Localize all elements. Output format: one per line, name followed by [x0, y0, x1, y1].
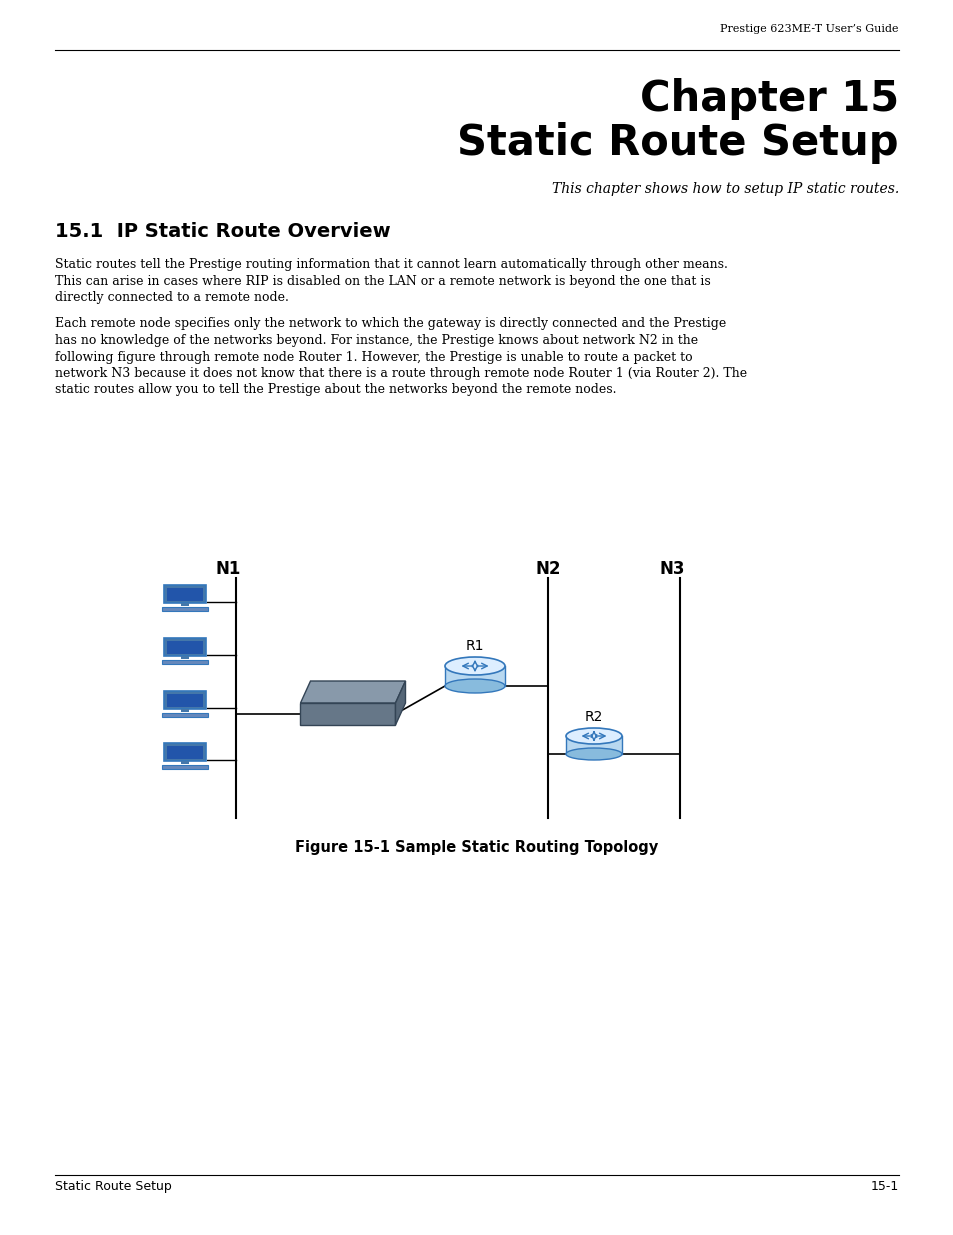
Text: directly connected to a remote node.: directly connected to a remote node.	[55, 291, 289, 304]
Text: 15.1  IP Static Route Overview: 15.1 IP Static Route Overview	[55, 222, 390, 241]
Text: R1: R1	[465, 638, 484, 653]
Bar	[444, 666, 504, 685]
Bar	[162, 713, 208, 716]
Bar	[164, 743, 206, 761]
Text: Figure 15-1 Sample Static Routing Topology: Figure 15-1 Sample Static Routing Topolo…	[295, 840, 658, 855]
Text: static routes allow you to tell the Prestige about the networks beyond the remot: static routes allow you to tell the Pres…	[55, 384, 616, 396]
Bar	[164, 585, 206, 604]
Bar	[162, 659, 208, 663]
Bar	[167, 694, 202, 708]
Bar	[164, 692, 206, 709]
Text: Chapter 15: Chapter 15	[639, 78, 898, 120]
Bar	[181, 761, 189, 764]
Text: R2: R2	[584, 710, 602, 724]
Polygon shape	[300, 703, 395, 725]
Bar	[181, 656, 189, 659]
Text: N2: N2	[535, 559, 560, 578]
Text: Static Route Setup: Static Route Setup	[55, 1179, 172, 1193]
Text: has no knowledge of the networks beyond. For instance, the Prestige knows about : has no knowledge of the networks beyond.…	[55, 333, 698, 347]
Ellipse shape	[444, 657, 504, 676]
Polygon shape	[395, 680, 405, 725]
Ellipse shape	[444, 679, 504, 693]
Ellipse shape	[565, 748, 621, 760]
Text: This chapter shows how to setup IP static routes.: This chapter shows how to setup IP stati…	[551, 182, 898, 196]
Bar	[164, 638, 206, 656]
Text: N1: N1	[215, 559, 240, 578]
Text: This can arise in cases where RIP is disabled on the LAN or a remote network is : This can arise in cases where RIP is dis…	[55, 274, 710, 288]
Text: Static Route Setup: Static Route Setup	[456, 122, 898, 164]
Bar	[162, 764, 208, 768]
Text: 15-1: 15-1	[870, 1179, 898, 1193]
Text: Each remote node specifies only the network to which the gateway is directly con: Each remote node specifies only the netw…	[55, 317, 725, 331]
Bar	[181, 604, 189, 606]
Bar	[167, 746, 202, 760]
Text: Prestige 623ME-T User’s Guide: Prestige 623ME-T User’s Guide	[720, 23, 898, 35]
Ellipse shape	[565, 727, 621, 743]
Text: following figure through remote node Router 1. However, the Prestige is unable t: following figure through remote node Rou…	[55, 351, 692, 363]
Bar	[565, 736, 621, 755]
Bar	[167, 588, 202, 601]
Text: network N3 because it does not know that there is a route through remote node Ro: network N3 because it does not know that…	[55, 367, 746, 380]
Bar	[162, 606, 208, 610]
Text: Static routes tell the Prestige routing information that it cannot learn automat: Static routes tell the Prestige routing …	[55, 258, 727, 270]
Text: N3: N3	[659, 559, 684, 578]
Bar	[167, 641, 202, 655]
Polygon shape	[300, 680, 405, 703]
Bar	[181, 709, 189, 711]
